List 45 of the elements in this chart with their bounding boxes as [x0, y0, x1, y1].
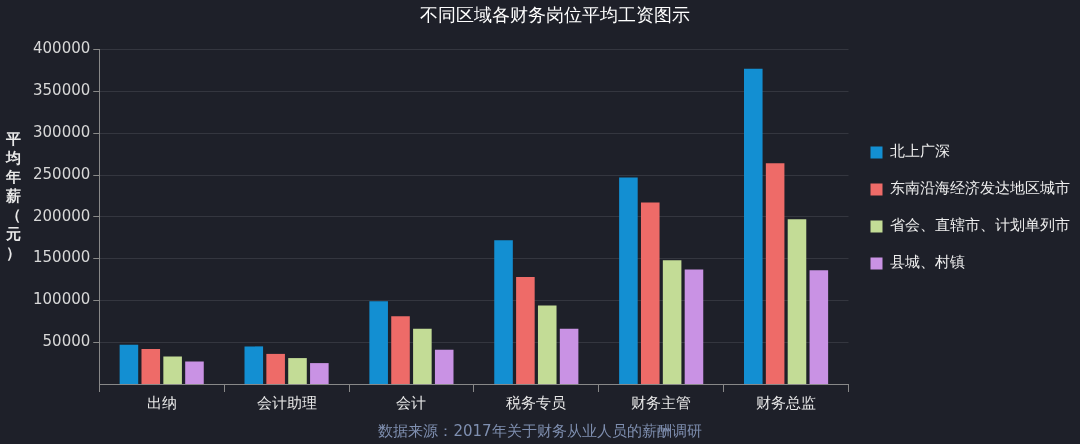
y-tick-label: 100000: [33, 290, 91, 309]
bar: [434, 349, 454, 384]
bar: [310, 363, 329, 384]
y-tick-label: 150000: [33, 248, 91, 267]
bar: [765, 163, 785, 384]
bar: [413, 328, 432, 384]
bar: [185, 361, 204, 384]
x-tick-label: 出纳: [146, 393, 177, 412]
bar: [369, 301, 388, 384]
x-tick-label: 会计: [396, 393, 427, 412]
x-tick-label: 税务专员: [506, 393, 567, 412]
bar: [288, 358, 307, 384]
source-note: 数据来源：2017年关于财务从业人员的薪酬调研: [378, 422, 702, 441]
chart-title: 不同区域各财务岗位平均工资图示: [420, 4, 690, 26]
bar: [119, 344, 139, 384]
y-tick-label: 350000: [33, 81, 91, 100]
bar: [640, 202, 660, 384]
legend-label: 县城、村镇: [890, 253, 965, 272]
bar: [537, 305, 557, 384]
y-axis-title: 平均年薪（元）: [4, 130, 22, 263]
y-tick-label: 250000: [33, 164, 91, 183]
bar: [244, 346, 264, 384]
y-tick-label: 50000: [42, 332, 91, 351]
bar: [559, 328, 579, 384]
y-tick-label: 400000: [33, 39, 91, 58]
x-tick-label: 会计助理: [256, 393, 317, 412]
bar: [494, 240, 513, 384]
y-tick-label: 300000: [33, 123, 91, 142]
bar: [266, 353, 285, 384]
bar: [787, 219, 807, 384]
bar: [684, 269, 704, 384]
bar: [619, 177, 638, 384]
bar: [744, 68, 763, 384]
legend-label: 省会、直辖市、计划单列市: [890, 216, 1070, 235]
bar: [809, 270, 829, 384]
bar: [391, 316, 410, 384]
bar: [662, 260, 682, 384]
bar: [516, 276, 535, 384]
x-tick-label: 财务总监: [756, 393, 817, 412]
bar: [163, 356, 182, 384]
bar: [141, 348, 161, 384]
legend-label: 东南沿海经济发达地区城市: [890, 179, 1070, 198]
legend-label: 北上广深: [890, 142, 950, 161]
y-tick-label: 200000: [33, 206, 91, 225]
x-tick-label: 财务主管: [631, 393, 692, 412]
